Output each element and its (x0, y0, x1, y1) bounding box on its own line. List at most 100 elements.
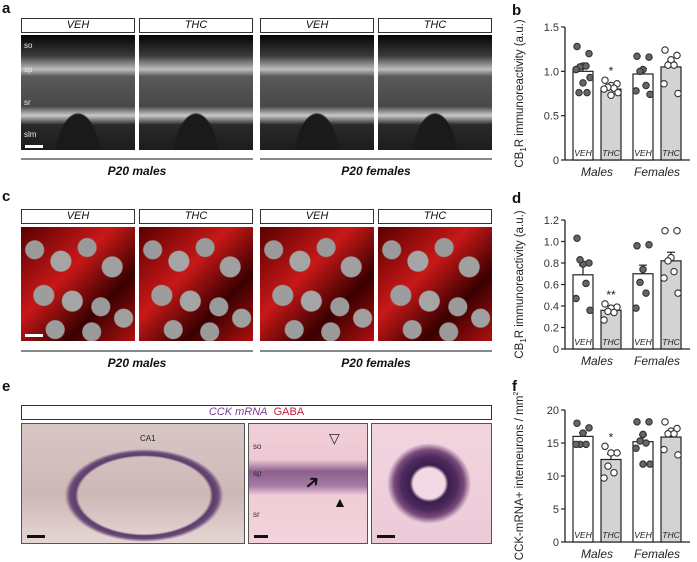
data-point (639, 430, 647, 439)
data-point (632, 87, 640, 95)
data-point (585, 259, 593, 267)
bar-label: VEH (574, 148, 592, 158)
data-point (645, 418, 653, 426)
header-cck-gaba: CCK mRNA GABA (21, 405, 492, 420)
data-point (670, 267, 678, 276)
y-tick-label: 1.0 (544, 66, 559, 78)
panel-label-b: b (512, 2, 522, 19)
data-point (585, 424, 593, 432)
bar-label: VEH (634, 530, 652, 540)
cb1r-image-veh-males: so sp sr slm (21, 35, 135, 150)
header-gaba: GABA (273, 406, 305, 418)
bar-label: THC (662, 148, 680, 158)
cb1r-image-veh-females (260, 35, 374, 150)
group-line-males-a (21, 158, 253, 160)
layer-label-sp: sp (24, 65, 33, 74)
data-point (583, 88, 591, 97)
bar-label: THC (662, 530, 680, 540)
bar-females-veh (632, 441, 654, 543)
data-point (636, 278, 644, 287)
cb1r-nuclei-image-veh-females (260, 227, 374, 341)
group-label-males-c: P20 males (107, 356, 167, 370)
panel-label-d: d (512, 190, 522, 207)
data-point (674, 289, 682, 297)
data-point (646, 460, 654, 468)
y-tick-label: 1.2 (544, 215, 559, 227)
y-tick-label: 15 (547, 438, 559, 450)
category-label-males: Males (581, 547, 613, 561)
y-tick-label: 0 (553, 155, 559, 167)
data-point (660, 79, 668, 88)
layer-label-slm: slm (24, 130, 37, 139)
header-veh-males-a: VEH (21, 18, 135, 33)
y-tick-label: 0.2 (544, 323, 559, 335)
data-point (607, 91, 615, 100)
data-point (633, 242, 641, 250)
bar-label: THC (662, 337, 680, 347)
data-point (639, 460, 647, 468)
chart-f-cck-interneurons: 0 5 10 15 20 CCK-mRNA+ interneurons / mm2 VEH T… (513, 392, 690, 561)
data-point (613, 449, 621, 457)
layer-label-sp-e: sp (253, 469, 262, 478)
data-point (572, 440, 580, 449)
group-label-females-a: P20 females (341, 164, 411, 178)
data-point (604, 307, 612, 316)
data-point (670, 430, 678, 438)
data-point (632, 444, 640, 453)
scale-bar (254, 535, 268, 538)
data-point (579, 429, 587, 437)
group-line-males-c (21, 350, 253, 352)
panel-label-a: a (2, 0, 11, 17)
data-point (572, 294, 580, 303)
data-point (572, 65, 580, 74)
layer-label-sr: sr (24, 98, 31, 107)
layer-label-sr-e: sr (253, 510, 260, 519)
data-point (673, 51, 681, 60)
header-veh-females-a: VEH (260, 18, 374, 33)
bar-label: VEH (634, 148, 652, 158)
data-point (575, 88, 583, 97)
data-point (579, 79, 587, 87)
data-point (600, 316, 608, 324)
panel-label-f: f (512, 378, 517, 395)
data-point (586, 306, 594, 315)
y-tick-label: 0 (553, 344, 559, 356)
y-axis-label: CB1R immunoreactivity (a.u.) (514, 19, 528, 167)
cb1r-image-thc-females (378, 35, 492, 150)
data-point (636, 437, 644, 445)
data-point (632, 304, 640, 312)
scale-bar (377, 535, 395, 538)
y-tick-label: 0.4 (544, 301, 559, 313)
data-point (645, 240, 653, 249)
y-axis-label: CB1R immunoreactivity (a.u.) (514, 210, 528, 358)
data-point (601, 300, 609, 308)
ish-image-single-cell (371, 423, 492, 544)
group-line-females-a (260, 158, 492, 160)
data-point (642, 289, 650, 297)
bar-label: VEH (634, 337, 652, 347)
data-point (600, 85, 608, 93)
region-label-ca1: CA1 (140, 434, 156, 443)
data-point (601, 442, 609, 451)
group-label-males-a: P20 males (107, 164, 167, 178)
header-thc-females-a: THC (378, 18, 492, 33)
filled-arrowhead-icon: ▲ (333, 494, 347, 510)
data-point (614, 88, 622, 97)
bar-label: THC (602, 148, 620, 158)
ish-image-ca1-layers: so sp sr ▽ ➔ ▲ (248, 423, 368, 544)
data-point (586, 73, 594, 82)
group-line-females-c (260, 350, 492, 352)
category-label-males: Males (581, 165, 613, 179)
data-point (645, 53, 653, 61)
arrow-icon: ➔ (300, 469, 325, 495)
category-label-females: Females (634, 165, 680, 179)
category-label-females: Females (634, 354, 680, 368)
data-point (661, 226, 669, 235)
data-point (607, 449, 615, 457)
significance-marker: ** (606, 288, 616, 302)
data-point (660, 274, 668, 282)
ish-image-hippocampus: CA1 (21, 423, 245, 544)
data-point (582, 279, 590, 288)
data-point (646, 90, 654, 99)
group-label-females-c: P20 females (341, 356, 411, 370)
